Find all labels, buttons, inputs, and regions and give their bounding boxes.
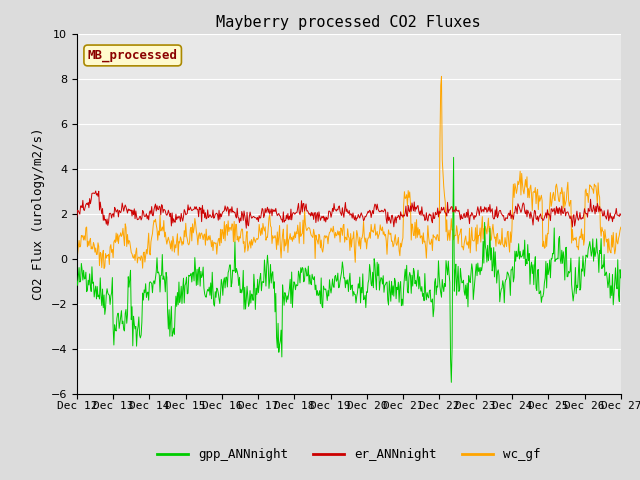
Y-axis label: CO2 Flux (urology/m2/s): CO2 Flux (urology/m2/s) bbox=[32, 127, 45, 300]
Text: MB_processed: MB_processed bbox=[88, 49, 178, 62]
Title: Mayberry processed CO2 Fluxes: Mayberry processed CO2 Fluxes bbox=[216, 15, 481, 30]
Legend: gpp_ANNnight, er_ANNnight, wc_gf: gpp_ANNnight, er_ANNnight, wc_gf bbox=[152, 443, 546, 466]
